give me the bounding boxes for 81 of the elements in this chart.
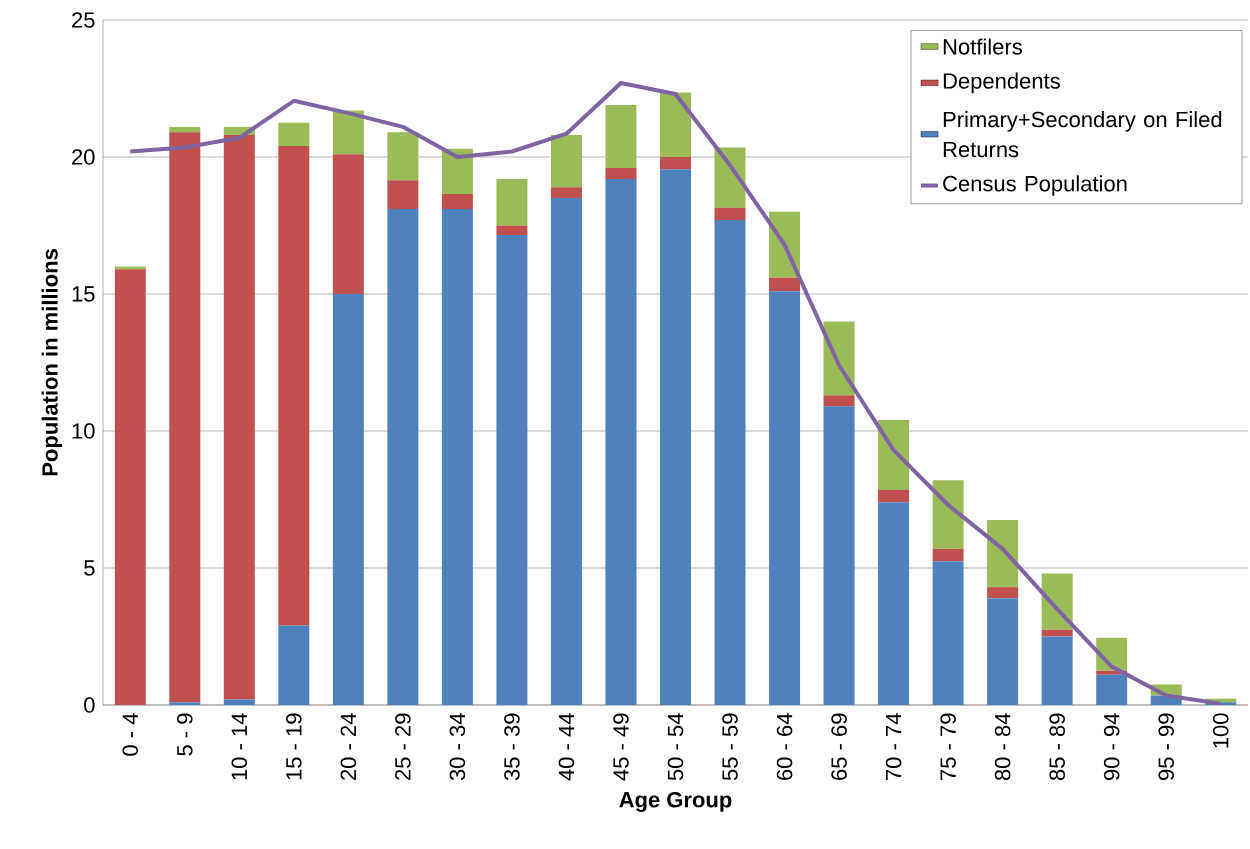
bar (1041, 629, 1073, 637)
bar (987, 520, 1019, 588)
bar (496, 178, 528, 226)
bar (660, 169, 691, 705)
x-tick-label: 40 - 44 (558, 713, 575, 781)
x-tick-label: 80 - 84 (994, 713, 1011, 781)
bar (987, 587, 1019, 599)
bar (660, 157, 691, 170)
bar (878, 420, 910, 490)
y-tick-label: 15 (72, 286, 95, 302)
bar (496, 235, 528, 705)
x-tick-label: 65 - 69 (831, 713, 847, 780)
bar (823, 406, 855, 705)
x-tick-label: 15 - 19 (286, 713, 302, 780)
x-tick-label: 60 - 64 (776, 713, 793, 780)
y-axis-title: Population in millions (41, 249, 63, 476)
bar (441, 209, 473, 705)
x-tick-label: 0 - 4 (122, 713, 139, 756)
legend-label: Notfilers (943, 38, 1022, 55)
x-tick-label: 90 - 94 (1103, 713, 1120, 780)
legend-label: Primary+Secondary on Filed Returns (943, 111, 1222, 158)
bar (878, 489, 910, 503)
x-tick-label: 85 - 89 (1049, 713, 1065, 781)
bar (878, 502, 910, 705)
x-tick-label: 55 - 59 (722, 713, 738, 781)
legend-label: Dependents (943, 72, 1060, 94)
x-tick-label: 45 - 49 (613, 713, 629, 781)
bar (387, 180, 419, 210)
x-tick-label: 5 - 9 (176, 713, 193, 756)
bar (332, 154, 364, 294)
x-tick-label: 75 - 79 (940, 713, 956, 780)
bar (387, 132, 419, 181)
bar (169, 702, 201, 705)
legend-label: Census Population (943, 175, 1127, 196)
bar (278, 146, 310, 626)
bar (441, 193, 473, 210)
bar (932, 480, 964, 549)
x-tick-label: 20 - 24 (340, 713, 357, 780)
bar (769, 291, 801, 705)
bar (496, 225, 528, 236)
bar (550, 135, 582, 188)
bar (114, 269, 146, 705)
y-tick-label: 25 (72, 12, 95, 28)
y-tick-label: 0 (84, 697, 95, 713)
bar (605, 178, 637, 705)
bar (550, 187, 582, 199)
x-tick-label: 25 - 29 (395, 713, 411, 780)
x-tick-label: 35 - 39 (504, 713, 520, 781)
x-tick-label: 70 - 74 (885, 713, 902, 780)
x-tick-label: 100 (1212, 713, 1229, 748)
bar (1096, 674, 1128, 705)
y-tick-label: 10 (72, 423, 95, 439)
bar (550, 198, 582, 705)
bar (823, 395, 855, 407)
bar (332, 294, 364, 705)
bar (387, 209, 419, 705)
bar (223, 135, 255, 700)
bar (278, 122, 310, 147)
bar (605, 167, 637, 179)
bar (1041, 636, 1073, 705)
bar (278, 625, 310, 705)
bar (441, 148, 473, 194)
bar (660, 92, 691, 157)
bar (714, 220, 746, 705)
bar (769, 277, 801, 292)
bar (332, 110, 364, 155)
bar (169, 126, 201, 133)
bar (169, 132, 201, 703)
x-tick-label: 50 - 54 (667, 713, 684, 781)
bar (605, 104, 637, 168)
bar (223, 699, 255, 705)
bar (714, 207, 746, 221)
x-tick-label: 10 - 14 (231, 713, 248, 780)
bar (932, 561, 964, 705)
bar (987, 598, 1019, 705)
y-tick-label: 20 (72, 149, 95, 165)
x-axis-title: Age Group (619, 791, 732, 812)
bar (932, 548, 964, 562)
x-tick-label: 30 - 34 (449, 713, 466, 781)
x-tick-label: 95 - 99 (1158, 713, 1174, 780)
y-tick-label: 5 (84, 560, 95, 576)
